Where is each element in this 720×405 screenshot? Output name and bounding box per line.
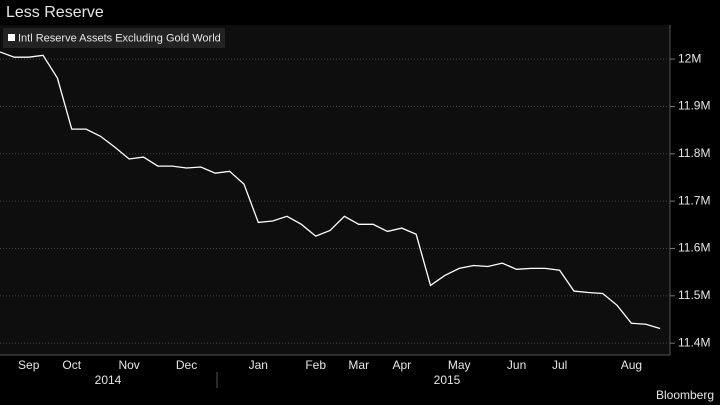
x-tick-label: Jan — [249, 358, 268, 372]
y-tick-label: 11.6M — [678, 241, 710, 255]
legend-label: Intl Reserve Assets Excluding Gold World — [18, 32, 221, 44]
x-tick-label: Oct — [62, 358, 81, 372]
x-tick-label: Sep — [18, 358, 40, 372]
y-tick-label: 11.9M — [678, 99, 710, 113]
y-tick-label: 11.8M — [678, 146, 710, 160]
y-tick-label: 12M — [678, 51, 701, 65]
source: Bloomberg — [656, 388, 714, 402]
x-tick-label: Jul — [552, 358, 567, 372]
y-tick-label: 11.7M — [678, 193, 710, 207]
y-tick-label: 11.5M — [678, 288, 710, 302]
x-tick-label: May — [448, 358, 471, 372]
x-tick-label: Jun — [507, 358, 526, 372]
legend — [3, 28, 225, 48]
year-label: 2014 — [95, 373, 122, 387]
plot-area — [0, 25, 670, 355]
x-tick-label: Nov — [118, 358, 139, 372]
year-label: 2015 — [434, 373, 461, 387]
x-tick-label: Aug — [621, 358, 642, 372]
chart-title: Less Reserve — [6, 4, 104, 21]
y-tick-label: 11.4M — [678, 335, 710, 349]
x-tick-label: Feb — [305, 358, 326, 372]
line-series — [0, 51, 661, 330]
x-tick-label: Apr — [392, 358, 411, 372]
x-tick-label: Mar — [348, 358, 369, 372]
x-tick-label: Dec — [176, 358, 197, 372]
legend-swatch — [8, 34, 15, 41]
